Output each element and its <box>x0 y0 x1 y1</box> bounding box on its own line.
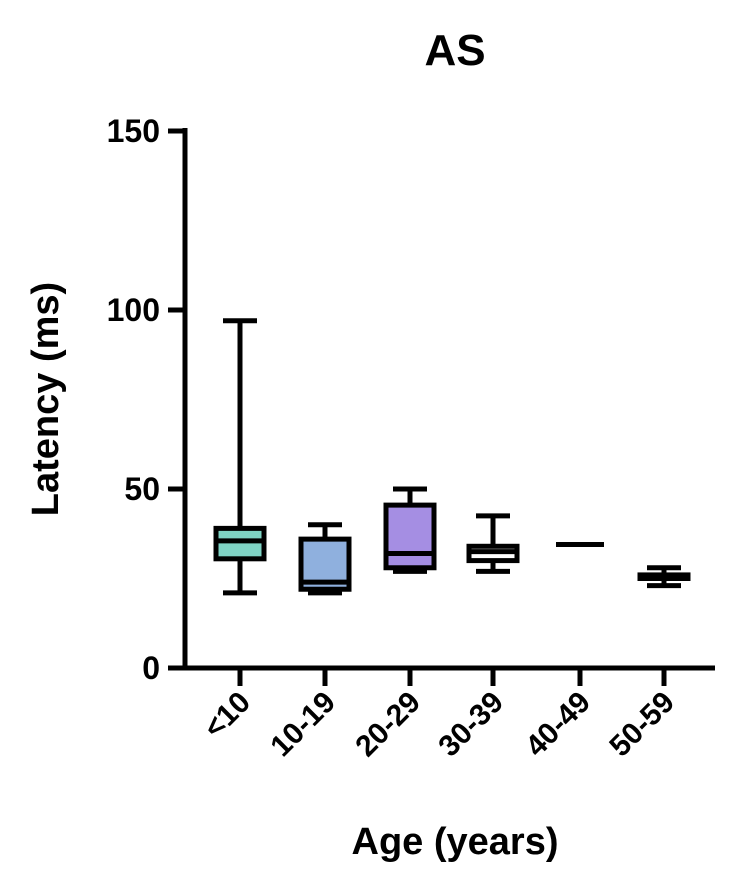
box-50-59 <box>637 565 691 589</box>
y-tick-label: 50 <box>124 471 160 507</box>
x-tick-label: 30-39 <box>432 686 510 764</box>
y-tick-label: 0 <box>142 650 160 686</box>
box-lt10 <box>213 318 267 596</box>
chart-title: AS <box>424 26 485 75</box>
box-30-39 <box>466 513 520 574</box>
x-tick-label: 20-29 <box>349 686 427 764</box>
x-tick-label: 10-19 <box>264 686 342 764</box>
x-ticks: <10 10-19 20-29 30-39 40-49 50-59 <box>198 668 681 763</box>
y-tick-label: 100 <box>107 292 160 328</box>
iqr-box <box>213 525 267 562</box>
y-tick-label: 150 <box>107 113 160 149</box>
y-ticks: 0 50 100 150 <box>107 113 185 686</box>
x-tick-label: 40-49 <box>519 686 597 764</box>
x-axis-label: Age (years) <box>352 821 559 863</box>
box-20-29 <box>383 486 437 574</box>
y-axis-label: Latency (ms) <box>25 282 67 516</box>
iqr-box <box>383 502 437 571</box>
box-10-19 <box>298 522 352 596</box>
x-tick-label: 50-59 <box>603 686 681 764</box>
boxes <box>213 318 691 596</box>
x-tick-label: <10 <box>198 686 257 745</box>
